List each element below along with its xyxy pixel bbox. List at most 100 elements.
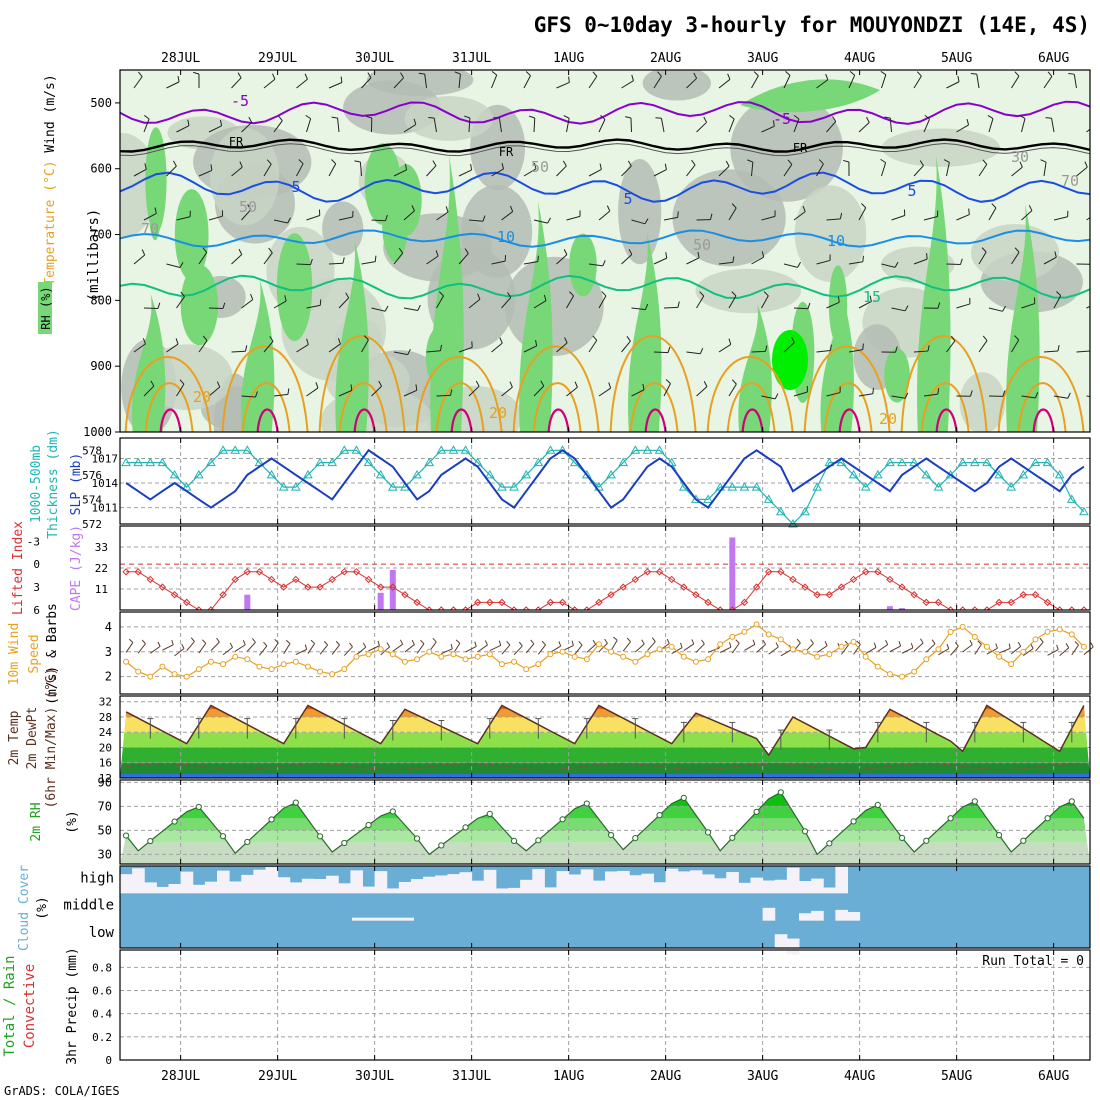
lifted-index-point bbox=[583, 606, 591, 610]
isotherm-loop-20 bbox=[318, 335, 406, 432]
y-tick-label: 33 bbox=[95, 541, 108, 554]
wind-barb bbox=[686, 257, 700, 265]
thickness-point bbox=[630, 445, 641, 454]
cloud-gap-high bbox=[277, 877, 291, 894]
wind-barb bbox=[891, 307, 906, 312]
wind-barb bbox=[566, 295, 575, 309]
wind-barb-flag bbox=[604, 638, 608, 644]
rh-field-patch bbox=[618, 158, 662, 265]
thickness-point bbox=[642, 445, 653, 454]
wind-barb bbox=[166, 165, 177, 177]
wind-barb bbox=[718, 78, 731, 89]
wind-barb-flag bbox=[1014, 247, 1020, 253]
axis-label: 2m DewPt bbox=[25, 707, 40, 770]
wind-barb bbox=[1011, 166, 1023, 177]
wind-barb-flag bbox=[606, 205, 611, 212]
wind-barb-flag bbox=[304, 73, 308, 80]
wind-speed-point bbox=[317, 668, 324, 675]
wind-barb-flag bbox=[251, 638, 256, 643]
wind-barb bbox=[306, 387, 319, 397]
isotherm-loop-20 bbox=[900, 335, 988, 432]
wind-barb bbox=[491, 168, 504, 177]
contour-label: 20 bbox=[489, 404, 507, 422]
date-label-bottom: 1AUG bbox=[553, 1069, 584, 1084]
wind-barb bbox=[1011, 75, 1020, 89]
wind-speed-point bbox=[632, 658, 639, 665]
wind-barb bbox=[537, 644, 546, 655]
wind-speed-point bbox=[559, 648, 566, 655]
rh-point bbox=[971, 798, 978, 805]
cape-bar bbox=[377, 592, 384, 610]
wind-barb bbox=[133, 76, 143, 89]
wind-barb bbox=[793, 118, 800, 133]
wind-speed-point bbox=[1056, 626, 1063, 633]
thickness-point bbox=[933, 482, 944, 491]
contour-label: 50 bbox=[693, 236, 711, 254]
isotherm-loop-30 bbox=[935, 408, 958, 432]
rh-band bbox=[120, 830, 1090, 843]
wind-speed-point bbox=[438, 653, 445, 660]
wind-barb-flag bbox=[943, 159, 950, 163]
wind-barb-flag bbox=[869, 295, 872, 302]
thickness-point bbox=[982, 457, 992, 467]
contour-label: 50 bbox=[239, 198, 257, 216]
wind-barb-flag bbox=[491, 70, 498, 76]
wind-barb-flag bbox=[699, 347, 704, 354]
y-tick-label: 70 bbox=[98, 799, 112, 813]
wind-barb-flag bbox=[474, 641, 477, 647]
wind-speed-point bbox=[511, 658, 518, 665]
rh-moist-plume bbox=[240, 279, 275, 432]
axis-label: RH (%) bbox=[39, 286, 53, 329]
y-tick-label: 1014 bbox=[92, 477, 119, 490]
wind-barb bbox=[328, 82, 343, 89]
wind-speed-point bbox=[171, 671, 178, 678]
wind-barb bbox=[630, 117, 632, 133]
wind-barb-flag bbox=[435, 250, 439, 257]
wind-barb bbox=[368, 645, 380, 652]
rh-field-patch bbox=[143, 344, 233, 411]
wind-barb-flag bbox=[1039, 637, 1044, 643]
wind-barb-flag bbox=[729, 642, 732, 648]
wind-barb-flag bbox=[323, 640, 328, 646]
wind-barb-flag bbox=[210, 164, 213, 171]
wind-barb bbox=[501, 211, 513, 221]
cloud-gap-low bbox=[786, 938, 800, 955]
wind-barb-flag bbox=[1002, 305, 1006, 312]
rh-point bbox=[680, 794, 687, 801]
cloud-gap-high bbox=[386, 888, 400, 894]
wind-barb-flag bbox=[657, 71, 662, 77]
wind-barb bbox=[588, 168, 602, 177]
wind-barb bbox=[621, 254, 633, 265]
wind-barb-flag bbox=[144, 163, 147, 170]
axis-label: 10m Wind bbox=[7, 623, 22, 686]
wind-barb-flag bbox=[411, 639, 415, 645]
wind-barb-flag bbox=[1040, 159, 1047, 163]
cloud-gap-high bbox=[374, 871, 388, 894]
isotherm-loop-20 bbox=[512, 345, 600, 432]
wind-barb bbox=[588, 263, 603, 267]
lifted-index-point bbox=[1055, 606, 1064, 610]
lifted-index-point bbox=[219, 591, 227, 599]
wind-barb bbox=[696, 295, 705, 309]
temperature-line bbox=[125, 704, 1085, 757]
wind-barb bbox=[468, 385, 480, 397]
wind-barb-flag bbox=[238, 248, 243, 255]
cloud-gap-high bbox=[520, 879, 533, 894]
thickness-point bbox=[533, 457, 544, 467]
panel-frame bbox=[119, 695, 1091, 779]
isotherm-loop-30 bbox=[256, 408, 279, 432]
y-tick-label: 28 bbox=[99, 711, 112, 724]
wind-barb bbox=[319, 644, 329, 655]
y-tick-label: 0.6 bbox=[92, 985, 112, 998]
wind-barb bbox=[728, 383, 737, 397]
cloud-gap-middle bbox=[762, 907, 776, 921]
wind-barb-flag bbox=[535, 339, 538, 347]
wind-barb bbox=[259, 645, 268, 656]
wind-barb bbox=[793, 211, 806, 221]
rh-point bbox=[559, 816, 566, 823]
wind-barb-flag bbox=[229, 642, 233, 648]
rh-band bbox=[120, 792, 1090, 795]
wind-barb-flag bbox=[665, 379, 671, 384]
